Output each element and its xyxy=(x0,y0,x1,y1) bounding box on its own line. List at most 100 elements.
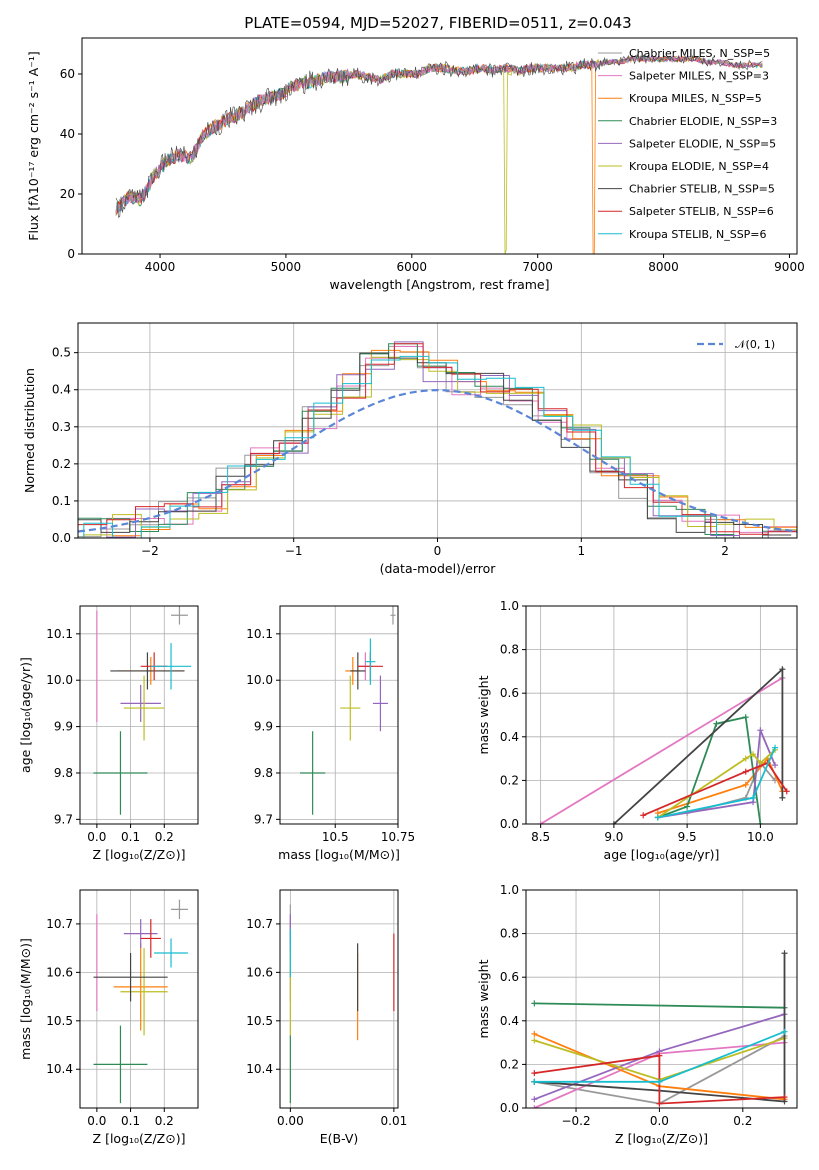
legend: Chabrier MILES, N_SSP=5 Salpeter MILES, N… xyxy=(598,47,777,241)
y-tick-label: 0.6 xyxy=(500,970,519,984)
plot-frame xyxy=(525,605,798,825)
y-tick-label: 0.2 xyxy=(52,457,71,471)
x-tick-label: 6000 xyxy=(397,260,428,274)
error-points xyxy=(300,606,396,815)
weight-series-line xyxy=(534,1002,785,1009)
x-tick-label: 9.0 xyxy=(604,830,623,844)
y-tick-label: 10.5 xyxy=(246,1014,273,1028)
legend-entry: Salpeter STELIB, N_SSP=6 xyxy=(629,205,774,218)
y-tick-label: 10.4 xyxy=(46,1062,73,1076)
x-tick-label: 10.75 xyxy=(381,830,415,844)
y-tick-label: 10.1 xyxy=(246,627,273,641)
legend-entry: Kroupa STELIB, N_SSP=6 xyxy=(629,228,767,241)
weight-marker xyxy=(781,1028,788,1035)
figure-title: PLATE=0594, MJD=52027, FIBERID=0511, z=0… xyxy=(244,14,631,32)
weight-marker xyxy=(531,1030,538,1037)
y-tick-label: 0.4 xyxy=(500,730,519,744)
legend-entry: Salpeter ELODIE, N_SSP=5 xyxy=(629,137,776,150)
plot-frame xyxy=(279,605,399,825)
errorbar-point xyxy=(123,675,165,741)
weight-marker xyxy=(781,1094,788,1101)
x-axis-label: E(B-V) xyxy=(320,1131,359,1146)
y-tick-label: 10.1 xyxy=(46,627,73,641)
y-tick-label: 10.6 xyxy=(46,965,73,979)
y-tick-label: 9.9 xyxy=(254,720,273,734)
spectrum-series-line xyxy=(115,55,763,216)
plot-frame xyxy=(279,889,399,1109)
panel-residuals: −2 −1 0 1 2 0.0 0.1 0.2 0.3 0.4 0.5 (data-model)/er… xyxy=(22,322,798,576)
legend-entry: 𝒩(0, 1) xyxy=(735,338,775,351)
histogram-step xyxy=(83,356,797,538)
panel-mass-vs-EBV: 0.00 0.01 10.4 10.5 10.6 10.7 E(B-V) xyxy=(246,889,408,1146)
y-tick-label: 0 xyxy=(67,247,75,261)
legend-entry: Chabrier ELODIE, N_SSP=3 xyxy=(629,115,777,128)
y-tick-label: 9.9 xyxy=(54,720,73,734)
y-tick-label: 10.4 xyxy=(246,1062,273,1076)
y-tick-label: 1.0 xyxy=(500,883,519,897)
errorbar-point xyxy=(140,919,161,958)
plot-frame xyxy=(77,322,798,539)
y-tick-label: 0.6 xyxy=(500,686,519,700)
x-tick-label: −0.2 xyxy=(561,1114,590,1128)
errorbar-point xyxy=(93,731,148,815)
x-tick-label: 0.0 xyxy=(87,1114,106,1128)
x-axis-label: Z [log₁₀(Z/Z⊙)] xyxy=(615,1131,708,1146)
weight-marker xyxy=(531,1078,538,1085)
y-tick-label: 0.1 xyxy=(52,494,71,508)
x-tick-label: 0.0 xyxy=(87,830,106,844)
y-tick-label: 40 xyxy=(60,127,75,141)
errorbar-point xyxy=(93,952,168,1002)
spectrum-series-line xyxy=(115,55,763,254)
weight-marker xyxy=(684,803,691,810)
weight-marker xyxy=(640,812,647,819)
y-tick-label: 10.0 xyxy=(246,673,273,687)
x-tick-label: 8000 xyxy=(648,260,679,274)
x-tick-label: 2 xyxy=(721,544,729,558)
y-tick-label: 0.8 xyxy=(500,643,519,657)
x-tick-label: 5000 xyxy=(271,260,302,274)
weight-marker xyxy=(531,1000,538,1007)
y-tick-label: 9.7 xyxy=(254,812,273,826)
histogram-step xyxy=(78,343,797,538)
weight-marker xyxy=(757,727,764,734)
y-tick-label: 9.7 xyxy=(54,812,73,826)
y-tick-label: 0.2 xyxy=(500,1057,519,1071)
y-axis-label: mass [log₁₀(M/M⊙)] xyxy=(18,938,33,1060)
panels: 4000 5000 6000 7000 8000 90000204060wavelengt… xyxy=(18,37,805,1146)
histogram-step xyxy=(83,355,797,538)
y-tick-label: 0.3 xyxy=(52,420,71,434)
x-tick-label: 9.5 xyxy=(678,830,697,844)
weight-marker xyxy=(742,714,749,721)
x-tick-label: −1 xyxy=(285,544,303,558)
errorbar-point xyxy=(365,638,376,685)
panel-mass-vs-Z: 0.0 0.1 0.2 10.4 10.5 10.6 10.7 Z [log₁₀(Z/Z⊙)]… xyxy=(18,889,199,1146)
y-axis-label: mass weight xyxy=(476,675,491,754)
panel-mass-weight-vs-age: 8.5 9.0 9.5 10.0 0.0 0.2 0.4 0.6 0.8 1.0 age [log₁… xyxy=(476,599,798,862)
legend-entry: Kroupa MILES, N_SSP=5 xyxy=(629,92,762,105)
x-tick-label: 0.01 xyxy=(381,1114,408,1128)
y-tick-label: 60 xyxy=(60,67,75,81)
errorbar-point xyxy=(171,899,188,920)
errorbar-point xyxy=(113,943,168,1031)
errorbar-point xyxy=(390,606,396,625)
weight-marker xyxy=(531,1105,538,1108)
errorbar-point xyxy=(120,684,161,722)
x-tick-label: 0.2 xyxy=(733,1114,752,1128)
error-points xyxy=(93,899,188,1104)
x-axis-label: mass [log₁₀(M/M⊙)] xyxy=(278,847,400,862)
panel-age-vs-mass: 10.5 10.75 9.7 9.8 9.9 10.0 10.1 mass [log₁₀(M/… xyxy=(246,605,415,862)
x-axis-label: age [log₁₀(age/yr)] xyxy=(604,847,720,862)
weight-marker xyxy=(783,788,790,795)
x-tick-label: 0.2 xyxy=(155,1114,174,1128)
weight-marker xyxy=(750,751,757,758)
weight-marker xyxy=(656,1100,663,1107)
weight-marker xyxy=(531,1070,538,1077)
x-axis-label: Z [log₁₀(Z/Z⊙)] xyxy=(93,847,186,862)
y-tick-label: 0.0 xyxy=(500,1101,519,1115)
weight-marker xyxy=(656,1052,663,1059)
spectrum-lines xyxy=(115,54,763,254)
x-axis-label: (data-model)/error xyxy=(380,561,497,576)
weight-marker xyxy=(713,720,720,727)
weight-marker xyxy=(779,794,786,801)
